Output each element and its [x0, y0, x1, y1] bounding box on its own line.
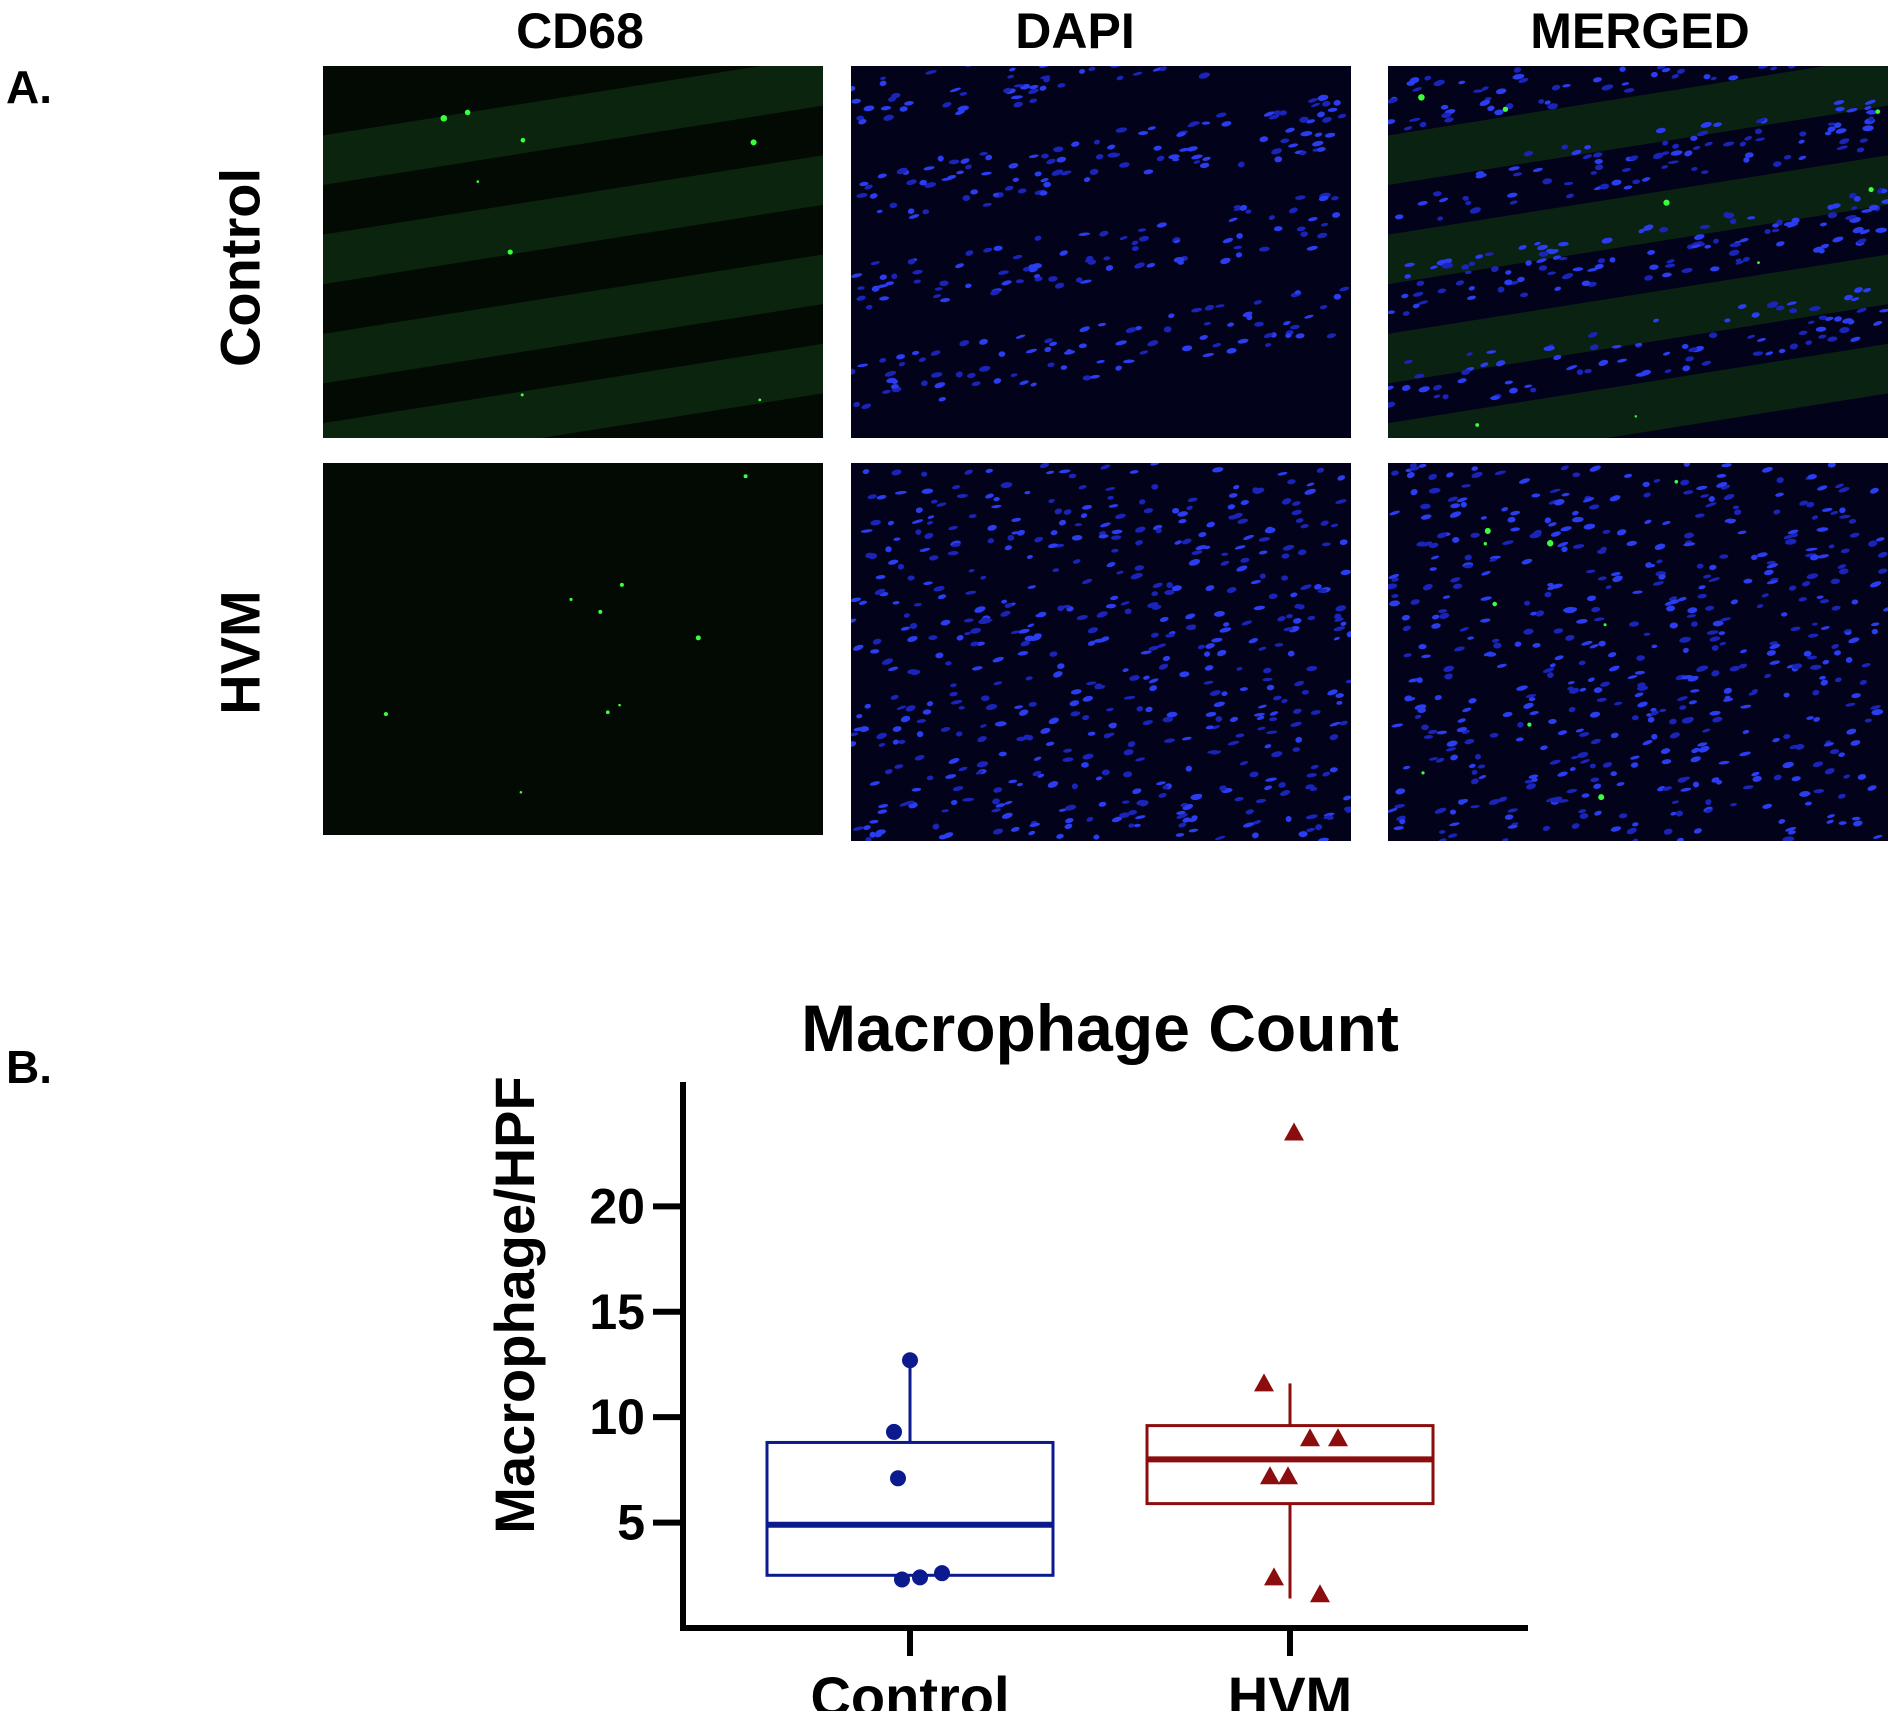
micrograph-control-cd68: [323, 66, 823, 438]
y-tick-label: 5: [617, 1495, 645, 1551]
chart-title: Macrophage Count: [801, 991, 1399, 1065]
hvm-point: [1264, 1567, 1284, 1586]
box-plot: 5 10 15 20 Macrophage/HPF Control HVM: [483, 1076, 1528, 1711]
control-point: [894, 1571, 910, 1588]
y-tick-label: 10: [589, 1389, 645, 1445]
hvm-point: [1260, 1466, 1280, 1485]
micrograph-hvm-cd68: [323, 463, 823, 835]
micrograph-hvm-dapi: [851, 463, 1351, 841]
row-header-hvm: HVM: [208, 590, 272, 715]
micrograph-hvm-merged: [1388, 463, 1888, 841]
micrograph-control-dapi: [851, 66, 1351, 438]
hvm-point: [1310, 1584, 1330, 1603]
control-point: [912, 1569, 928, 1586]
micrograph-control-merged: [1388, 66, 1888, 438]
row-header-control: Control: [208, 167, 272, 368]
y-tick-label: 15: [589, 1284, 645, 1340]
panel-a-label: A.: [6, 61, 52, 113]
hvm-point: [1328, 1428, 1348, 1447]
hvm-point: [1284, 1122, 1304, 1141]
control-point: [902, 1352, 918, 1369]
column-header-dapi: DAPI: [1015, 3, 1135, 59]
control-box: [765, 1440, 1055, 1577]
x-tick-label-control: Control: [810, 1665, 1009, 1711]
control-point: [890, 1470, 906, 1487]
x-tick-label-hvm: HVM: [1228, 1665, 1352, 1711]
hvm-point: [1254, 1373, 1274, 1392]
hvm-point: [1300, 1428, 1320, 1447]
control-point: [934, 1565, 950, 1582]
hvm-box: [1145, 1424, 1435, 1506]
column-header-cd68: CD68: [516, 3, 644, 59]
y-tick-label: 20: [589, 1178, 645, 1234]
hvm-point: [1278, 1466, 1298, 1485]
panel-b-label: B.: [6, 1041, 52, 1093]
column-header-merged: MERGED: [1530, 3, 1750, 59]
control-point: [886, 1423, 902, 1440]
y-axis-label: Macrophage/HPF: [483, 1076, 546, 1533]
